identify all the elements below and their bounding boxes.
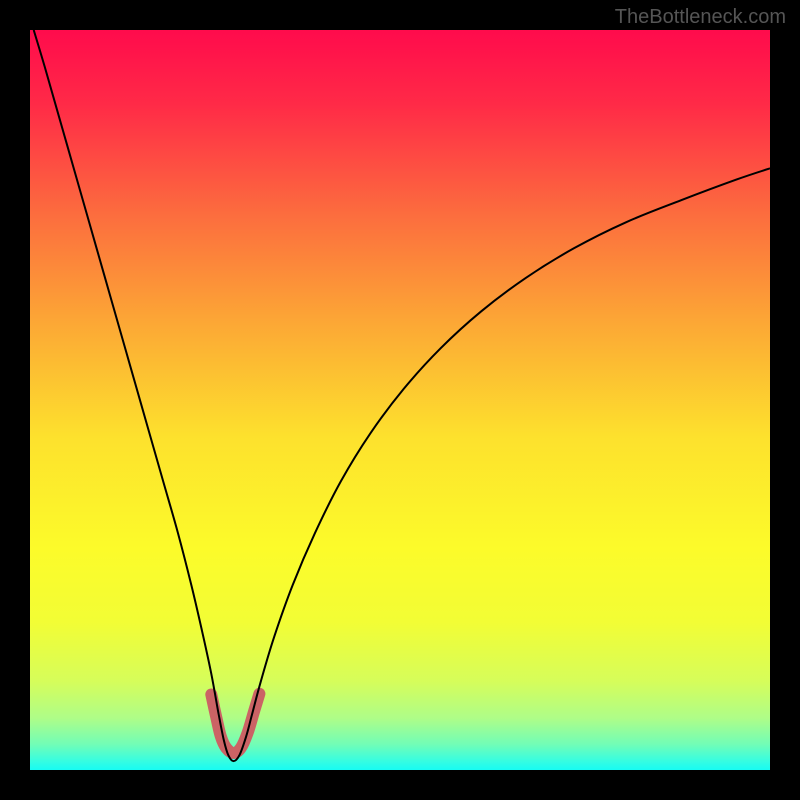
chart-plot-area [30, 30, 770, 770]
bottleneck-curve [34, 30, 770, 761]
bottleneck-highlight-curve [211, 694, 259, 753]
chart-curves [30, 30, 770, 770]
attribution-text: TheBottleneck.com [615, 6, 786, 29]
